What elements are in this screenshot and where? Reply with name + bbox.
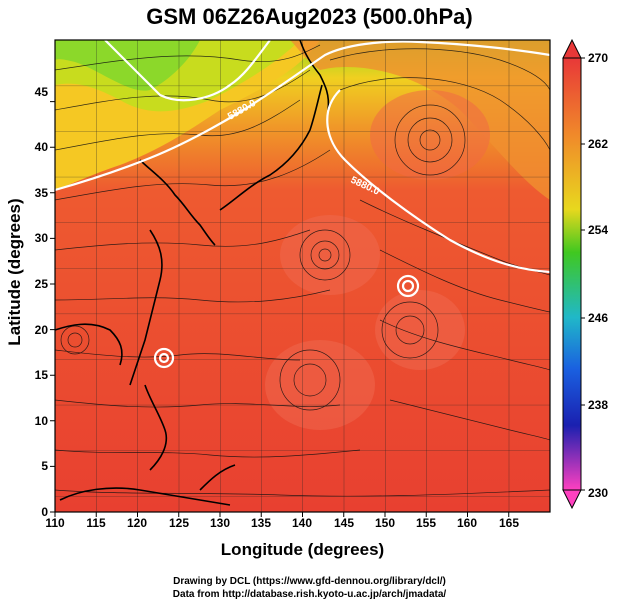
x-tick-label: 160 — [456, 516, 478, 530]
colorbar-label: 270 — [588, 51, 609, 65]
y-tick-label: 10 — [34, 414, 48, 428]
colorbar — [562, 38, 585, 510]
x-tick-label: 165 — [498, 516, 520, 530]
x-tick-label: 130 — [209, 516, 231, 530]
lat-lon-grid — [55, 40, 550, 512]
x-tick-label: 145 — [333, 516, 355, 530]
x-tick-label: 110 — [45, 516, 65, 530]
x-tick-label: 120 — [126, 516, 148, 530]
colorbar-label: 230 — [588, 486, 609, 500]
colorbar-label: 262 — [588, 137, 609, 151]
y-tick-label: 0 — [41, 505, 48, 519]
x-tick-label: 140 — [291, 516, 313, 530]
colorbar-label: 246 — [588, 311, 609, 325]
contour-5880 — [54, 39, 551, 369]
credit-drawing: Drawing by DCL (https://www.gfd-dennou.o… — [173, 576, 446, 587]
x-tick-label: 115 — [86, 516, 106, 530]
x-axis-label: Longitude (degrees) — [220, 540, 385, 559]
y-tick-label: 5 — [41, 459, 48, 473]
y-tick-label: 40 — [34, 140, 48, 154]
x-tick-label: 125 — [168, 516, 190, 530]
x-tick-label: 155 — [415, 516, 437, 530]
y-axis-label: Latitude (degrees) — [5, 198, 24, 346]
x-tick-label: 135 — [250, 516, 272, 530]
y-tick-label: 30 — [34, 231, 48, 245]
x-tick-label: 150 — [374, 516, 396, 530]
wind-streamlines — [54, 44, 551, 497]
y-tick-label: 20 — [34, 323, 48, 337]
y-tick-label: 15 — [34, 368, 48, 382]
y-tick-label: 25 — [34, 277, 48, 291]
y-tick-label: 45 — [34, 85, 48, 99]
colorbar-label: 254 — [588, 223, 609, 237]
colorbar-label: 238 — [588, 398, 609, 412]
map-title: GSM 06Z26Aug2023 (500.0hPa) — [146, 4, 473, 29]
credit-data: Data from http://database.rish.kyoto-u.a… — [172, 589, 447, 600]
y-tick-label: 35 — [34, 186, 48, 200]
axis-ticks — [50, 101, 510, 517]
coastlines — [54, 39, 330, 506]
